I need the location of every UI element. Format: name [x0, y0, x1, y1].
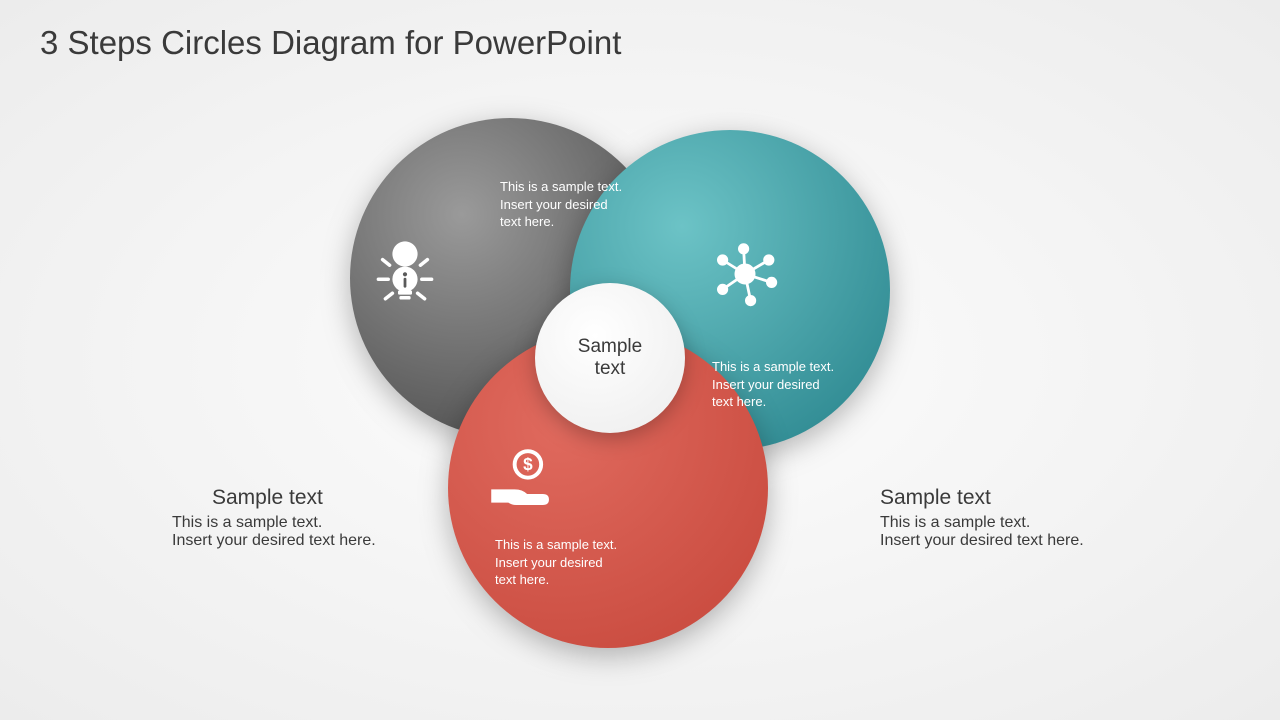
network-icon	[710, 239, 780, 309]
circle-red-text: This is a sample text. Insert your desir…	[495, 536, 617, 589]
center-circle-label: Sample text	[578, 336, 642, 380]
external-right-body: This is a sample text. Insert your desir…	[880, 514, 1084, 550]
circle-gray-text: This is a sample text. Insert your desir…	[500, 178, 622, 231]
external-left-heading: Sample text	[212, 486, 323, 510]
circle-teal-text: This is a sample text. Insert your desir…	[712, 358, 834, 411]
lightbulb-icon	[370, 240, 440, 310]
external-right-heading: Sample text	[880, 486, 991, 510]
external-left-body: This is a sample text. Insert your desir…	[172, 514, 376, 550]
svg-text:$: $	[523, 454, 533, 474]
page-title: 3 Steps Circles Diagram for PowerPoint	[40, 24, 621, 62]
center-circle: Sample text	[535, 283, 685, 433]
hand-coin-icon: $	[485, 441, 563, 519]
